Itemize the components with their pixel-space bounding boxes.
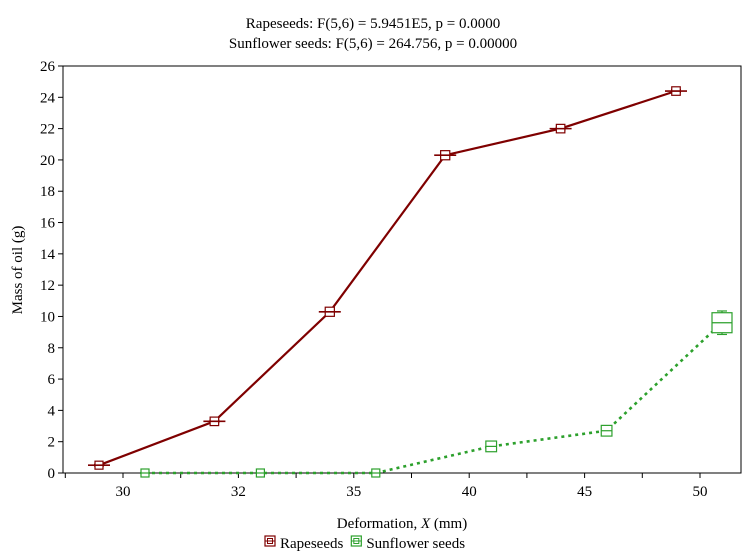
y-tick-label: 20 bbox=[40, 153, 55, 169]
series-line bbox=[98, 89, 677, 467]
x-axis-label-variable: X bbox=[420, 516, 431, 532]
x-tick-label: 32 bbox=[231, 484, 246, 500]
chart-title-line-1: Rapeseeds: F(5,6) = 5.9451E5, p = 0.0000 bbox=[246, 16, 500, 32]
series-line bbox=[145, 321, 723, 475]
legend-item: Rapeseeds bbox=[264, 535, 343, 552]
series-rapeseeds bbox=[88, 86, 687, 470]
series-layer bbox=[88, 86, 733, 478]
legend-item: Sunflower seeds bbox=[350, 535, 465, 552]
legend: Rapeseeds Sunflower seeds bbox=[264, 535, 465, 552]
x-tick-label: 45 bbox=[577, 484, 592, 500]
y-tick-label: 14 bbox=[40, 247, 56, 263]
y-tick-label: 26 bbox=[40, 59, 56, 75]
y-tick-label: 24 bbox=[40, 90, 56, 106]
y-tick-label: 2 bbox=[48, 435, 56, 451]
plot-area-frame bbox=[62, 65, 742, 474]
y-tick-label: 22 bbox=[40, 122, 55, 138]
x-tick-label: 50 bbox=[693, 484, 708, 500]
y-tick-label: 12 bbox=[40, 278, 55, 294]
x-axis-label: Deformation, X (mm) bbox=[337, 516, 467, 532]
chart-title-line-2: Sunflower seeds: F(5,6) = 264.756, p = 0… bbox=[229, 36, 517, 52]
x-tick-label: 40 bbox=[462, 484, 477, 500]
x-axis-label-suffix: (mm) bbox=[430, 516, 467, 532]
y-tick-label: 4 bbox=[48, 403, 56, 419]
y-tick-label: 10 bbox=[40, 309, 55, 325]
x-axis: 30 32 35 40 45 50 bbox=[64, 473, 708, 500]
y-tick-label: 6 bbox=[48, 372, 56, 388]
y-tick-label: 18 bbox=[40, 184, 55, 200]
x-tick-label: 35 bbox=[346, 484, 361, 500]
legend-label: Rapeseeds bbox=[280, 536, 343, 552]
y-tick-label: 0 bbox=[48, 466, 56, 482]
y-tick-label: 8 bbox=[48, 341, 56, 357]
y-tick-label: 16 bbox=[40, 216, 56, 232]
x-axis-label-prefix: Deformation, bbox=[337, 516, 421, 532]
series-sunflower-seeds bbox=[140, 310, 733, 478]
y-axis-label: Mass of oil (g) bbox=[10, 226, 26, 315]
x-tick-label: 30 bbox=[116, 484, 131, 500]
legend-label: Sunflower seeds bbox=[366, 536, 465, 552]
